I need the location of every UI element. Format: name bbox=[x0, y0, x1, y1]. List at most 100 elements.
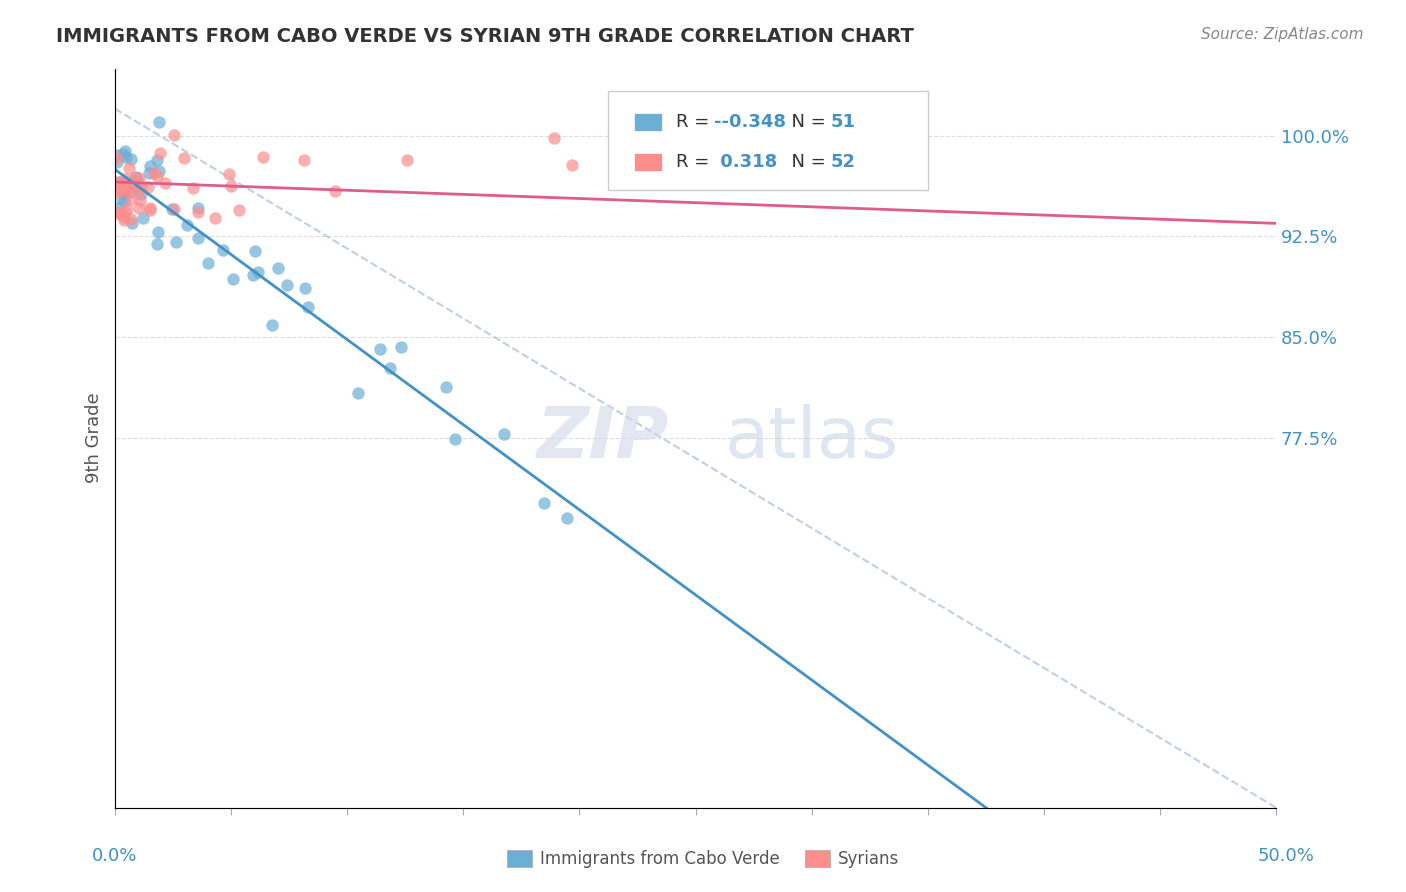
Point bbox=[197, 256, 219, 270]
Point bbox=[120, 193, 142, 207]
Point bbox=[122, 170, 145, 185]
Point bbox=[115, 202, 138, 216]
Point bbox=[142, 166, 165, 180]
Point bbox=[267, 260, 290, 275]
Legend: Immigrants from Cabo Verde, Syrians: Immigrants from Cabo Verde, Syrians bbox=[501, 843, 905, 875]
Point bbox=[108, 184, 131, 198]
Point bbox=[603, 115, 626, 129]
Point bbox=[163, 202, 186, 216]
Point bbox=[561, 158, 583, 172]
Point bbox=[148, 163, 170, 178]
Point bbox=[120, 186, 142, 200]
Point bbox=[557, 511, 579, 525]
Point bbox=[107, 175, 129, 189]
Point bbox=[219, 178, 242, 193]
Text: atlas: atlas bbox=[724, 403, 898, 473]
Point bbox=[368, 342, 391, 356]
Point bbox=[146, 153, 169, 168]
Point bbox=[129, 193, 152, 207]
Text: 51: 51 bbox=[830, 113, 855, 131]
Point bbox=[246, 265, 269, 279]
Point bbox=[136, 179, 159, 194]
Point bbox=[153, 176, 176, 190]
Point bbox=[434, 380, 457, 394]
Point bbox=[492, 426, 515, 441]
Point bbox=[114, 182, 136, 196]
Point bbox=[112, 210, 135, 224]
Point bbox=[396, 153, 419, 168]
Point bbox=[162, 202, 184, 216]
Point bbox=[389, 340, 412, 354]
Text: Source: ZipAtlas.com: Source: ZipAtlas.com bbox=[1201, 27, 1364, 42]
Point bbox=[111, 147, 134, 161]
Text: IMMIGRANTS FROM CABO VERDE VS SYRIAN 9TH GRADE CORRELATION CHART: IMMIGRANTS FROM CABO VERDE VS SYRIAN 9TH… bbox=[56, 27, 914, 45]
Point bbox=[443, 432, 465, 446]
Point bbox=[114, 204, 136, 219]
Point bbox=[187, 230, 209, 244]
Point bbox=[107, 204, 129, 219]
Point bbox=[118, 184, 141, 198]
Point bbox=[378, 360, 401, 375]
Point bbox=[218, 167, 240, 181]
Point bbox=[187, 201, 209, 215]
Point bbox=[260, 318, 283, 333]
Point bbox=[128, 201, 150, 215]
Point bbox=[323, 184, 346, 198]
Point bbox=[294, 153, 316, 167]
Point bbox=[112, 213, 135, 227]
Point bbox=[115, 150, 138, 164]
FancyBboxPatch shape bbox=[634, 153, 662, 170]
Point bbox=[107, 155, 129, 169]
Point bbox=[114, 175, 136, 189]
Text: --0.348: --0.348 bbox=[714, 113, 786, 131]
Point bbox=[115, 178, 138, 193]
Point bbox=[128, 181, 150, 195]
Point bbox=[173, 151, 195, 165]
Point bbox=[117, 181, 139, 195]
Point bbox=[114, 186, 136, 201]
Point bbox=[533, 496, 555, 510]
Point bbox=[347, 385, 370, 400]
Point bbox=[297, 301, 319, 315]
Point bbox=[107, 148, 129, 162]
Point bbox=[120, 152, 142, 166]
Point bbox=[148, 115, 170, 129]
Point bbox=[128, 170, 150, 185]
Point bbox=[111, 183, 134, 197]
Y-axis label: 9th Grade: 9th Grade bbox=[86, 392, 103, 483]
Point bbox=[204, 211, 226, 226]
Text: 52: 52 bbox=[830, 153, 855, 171]
Point bbox=[138, 166, 160, 180]
Point bbox=[125, 170, 148, 185]
Point bbox=[112, 194, 135, 208]
Point bbox=[124, 178, 146, 192]
Point bbox=[111, 192, 134, 206]
Point bbox=[129, 181, 152, 195]
Point bbox=[107, 201, 129, 215]
Text: N =: N = bbox=[780, 113, 832, 131]
Point bbox=[146, 225, 169, 239]
Point bbox=[187, 204, 209, 219]
Point bbox=[181, 181, 204, 195]
Point bbox=[112, 175, 135, 189]
Point bbox=[146, 169, 169, 183]
Point bbox=[121, 215, 143, 229]
Point bbox=[107, 184, 129, 198]
Point bbox=[138, 159, 160, 173]
FancyBboxPatch shape bbox=[609, 91, 928, 191]
Point bbox=[114, 144, 136, 158]
Point bbox=[149, 146, 172, 161]
Text: N =: N = bbox=[780, 153, 832, 171]
Point bbox=[131, 186, 153, 201]
Text: 0.318: 0.318 bbox=[714, 153, 778, 171]
Point bbox=[176, 218, 198, 232]
Point bbox=[242, 268, 264, 282]
Point bbox=[165, 235, 187, 250]
Point bbox=[139, 203, 162, 218]
Point bbox=[228, 202, 250, 217]
Point bbox=[243, 244, 266, 258]
Point bbox=[139, 201, 162, 215]
Point bbox=[110, 208, 132, 222]
Point bbox=[212, 244, 235, 258]
Point bbox=[132, 211, 155, 226]
